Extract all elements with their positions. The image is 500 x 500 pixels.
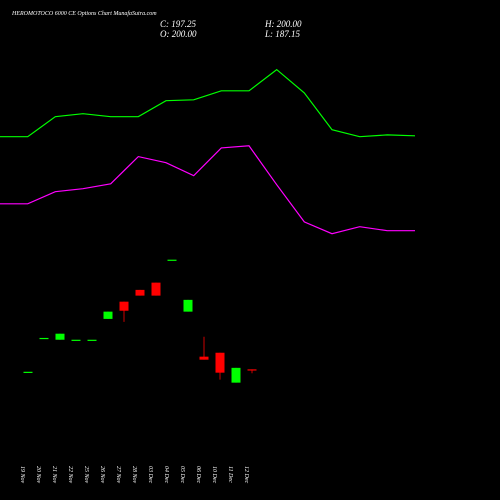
candle-body (55, 333, 65, 340)
candle-body (103, 311, 113, 319)
x-tick-label: 21 Nov (51, 466, 57, 484)
candle-body (231, 367, 241, 383)
x-tick-label: 20 Nov (35, 466, 41, 484)
x-tick-label: 25 Nov (83, 466, 89, 484)
x-tick-label: 28 Nov (131, 466, 137, 484)
x-tick-label: 04 Dec (163, 466, 170, 483)
candle-body (71, 339, 81, 341)
close-label: C: 197.25 (160, 19, 197, 29)
x-tick-label: 10 Dec (211, 466, 217, 483)
x-tick-label: 06 Dec (195, 466, 201, 483)
x-tick-label: 26 Nov (99, 466, 105, 484)
x-tick-label: 19 Nov (19, 466, 25, 484)
candle-body (183, 299, 193, 312)
high-label: H: 200.00 (264, 19, 302, 29)
overlay-line (0, 145, 415, 235)
x-tick-label: 11 Dec (227, 466, 233, 483)
candle-body (119, 301, 129, 311)
candle-body (199, 356, 209, 360)
candle-body (87, 339, 97, 341)
candle-body (167, 259, 177, 261)
x-tick-label: 27 Nov (115, 466, 121, 484)
candle-body (247, 369, 257, 371)
candle-body (215, 352, 225, 373)
candle-body (151, 282, 161, 296)
open-label: O: 200.00 (160, 29, 197, 39)
candle-body (135, 289, 145, 296)
overlay-line (0, 68, 416, 138)
x-tick-label: 03 Dec (147, 466, 153, 483)
x-tick-label: 05 Dec (179, 466, 185, 483)
x-tick-label: 22 Nov (67, 466, 73, 484)
chart-title: HEROMOTOCO 6000 CE Options Chart MunafaS… (11, 10, 157, 17)
low-label: L: 187.15 (264, 29, 301, 39)
x-tick-label: 12 Dec (243, 466, 249, 483)
candle-body (39, 337, 49, 340)
candle-body (23, 371, 33, 373)
